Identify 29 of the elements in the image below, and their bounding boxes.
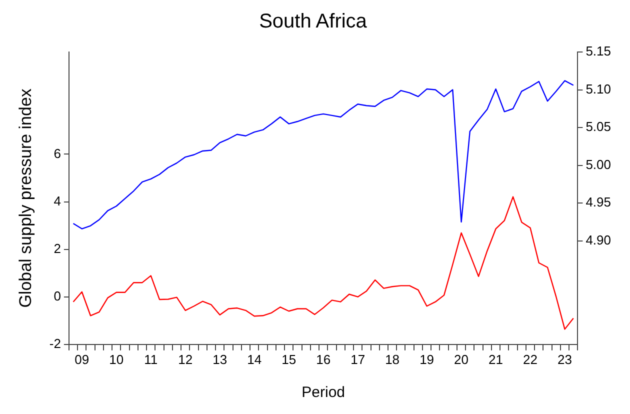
x-tick-label: 20	[454, 352, 469, 367]
x-tick-label: 12	[178, 352, 193, 367]
y-tick-label: 4	[54, 193, 61, 208]
x-tick-label: 19	[420, 352, 434, 367]
x-tick-label: 14	[247, 352, 262, 367]
y2-tick-label: 4.90	[586, 232, 612, 248]
y-tick-label: 6	[54, 146, 61, 161]
y2-tick-label: 5.05	[586, 119, 612, 134]
x-tick-label: 22	[523, 352, 538, 367]
y2-tick-label: 4.95	[586, 194, 612, 210]
x-tick-label: 11	[144, 352, 158, 367]
y-tick-label: 2	[54, 240, 61, 256]
y-tick-label: 0	[54, 288, 61, 304]
y-tick-label: -2	[49, 336, 61, 351]
y2-tick-label: 5.00	[586, 156, 612, 172]
x-axis-title: Period	[302, 384, 346, 402]
x-tick-label: 18	[385, 352, 400, 367]
y2-tick-label: 5.15	[586, 44, 612, 59]
y-axis-title: Global supply pressure index	[16, 88, 35, 308]
x-tick-label: 21	[488, 352, 504, 367]
x-tick-label: 09	[74, 352, 90, 367]
x-tick-label: 17	[350, 352, 366, 367]
x-tick-label: 16	[316, 352, 331, 367]
x-tick-label: 23	[558, 352, 572, 367]
x-tick-label: 13	[212, 352, 228, 367]
y2-tick-label: 5.10	[586, 81, 612, 96]
x-tick-label: 10	[109, 352, 124, 367]
x-tick-label: 15	[282, 352, 296, 367]
chart-title: South Africa	[259, 10, 368, 33]
